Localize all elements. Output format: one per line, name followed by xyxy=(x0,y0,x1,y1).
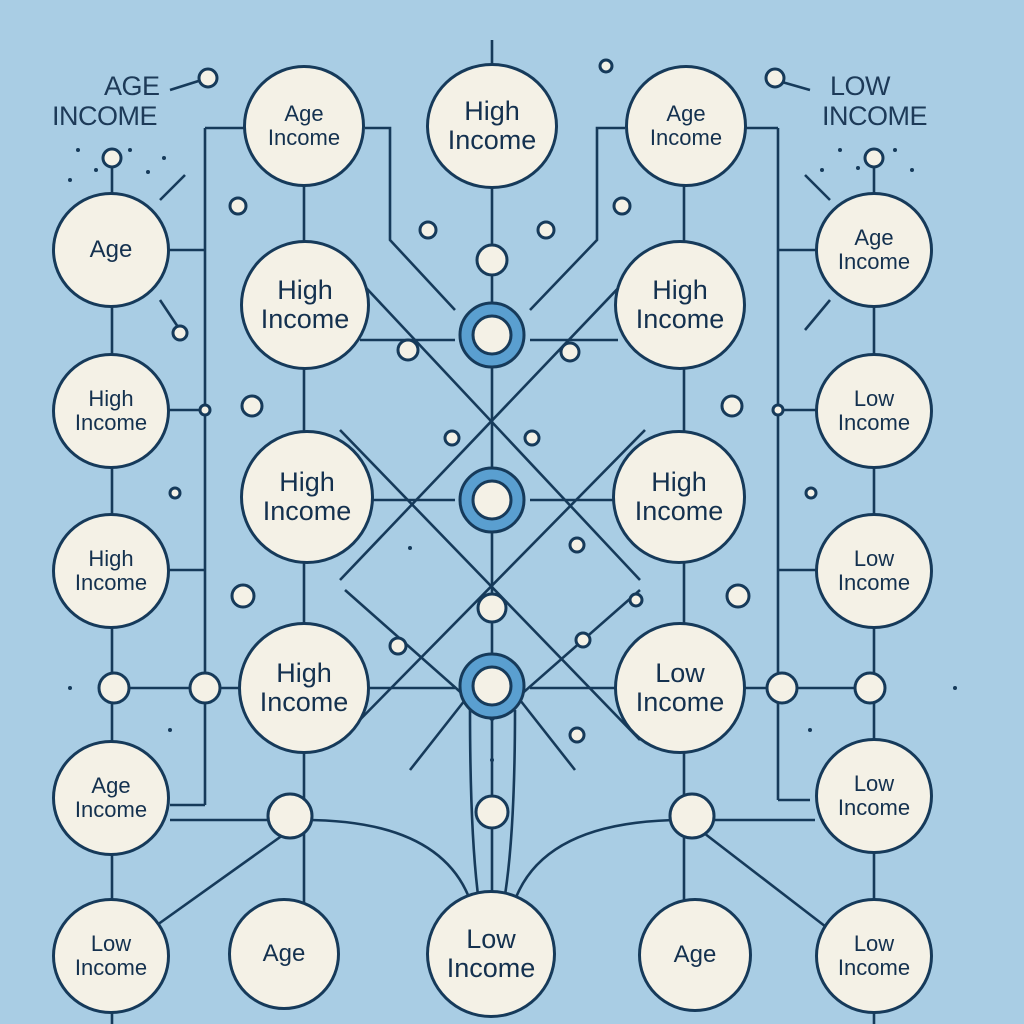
node-inner-left-high-income-2[interactable]: High Income xyxy=(240,430,374,564)
node-label-line1: High xyxy=(276,657,332,688)
node-inner-right-high-income-2[interactable]: High Income xyxy=(612,430,746,564)
node-label-line1: Low xyxy=(853,931,895,957)
node-label-line1: Age xyxy=(91,773,131,799)
node-label-line1: High xyxy=(464,95,520,126)
node-label-line1: Age xyxy=(666,101,706,127)
node-right-age-income[interactable]: Age Income xyxy=(815,192,933,308)
node-label-line2: Income xyxy=(262,496,352,526)
node-label-line2: Income xyxy=(635,687,725,717)
node-label-line1: Low xyxy=(853,546,895,572)
corner-label-right-line1: LOW xyxy=(830,71,891,101)
node-inner-right-low-income[interactable]: Low Income xyxy=(614,622,746,754)
node-label-line2: Income xyxy=(837,410,911,435)
node-label-line1: Low xyxy=(466,923,516,954)
corner-label-left: AGE INCOME xyxy=(52,71,160,131)
node-left-high-income-2[interactable]: High Income xyxy=(52,513,170,629)
node-label-line1: High xyxy=(88,546,134,572)
node-left-high-income-1[interactable]: High Income xyxy=(52,353,170,469)
node-label-line2: Income xyxy=(74,410,148,435)
node-label-line2: Income xyxy=(649,125,723,150)
node-label-line2: Income xyxy=(74,955,148,980)
node-label-line2: Income xyxy=(837,795,911,820)
node-top-age-income-right[interactable]: Age Income xyxy=(625,65,747,187)
node-label-line1: Low xyxy=(90,931,132,957)
node-top-high-income-center[interactable]: High Income xyxy=(426,63,558,189)
node-label-line2: Income xyxy=(260,304,350,334)
node-label-line1: Age xyxy=(89,236,133,264)
corner-label-left-line2: INCOME xyxy=(52,100,157,131)
node-inner-left-high-income-3[interactable]: High Income xyxy=(238,622,370,754)
node-label-line2: Income xyxy=(74,797,148,822)
node-label-line2: Income xyxy=(837,955,911,980)
node-right-low-income-3[interactable]: Low Income xyxy=(815,738,933,854)
node-top-age-income-left[interactable]: Age Income xyxy=(243,65,365,187)
node-right-low-income-2[interactable]: Low Income xyxy=(815,513,933,629)
corner-label-left-line1: AGE xyxy=(104,71,160,101)
node-label-line1: High xyxy=(652,274,708,305)
node-label-line2: Income xyxy=(634,496,724,526)
node-label-line2: Income xyxy=(446,953,536,983)
node-label-line2: Income xyxy=(259,687,349,717)
corner-label-right-line2: INCOME xyxy=(822,100,928,131)
node-label-line1: Low xyxy=(853,771,895,797)
node-bottom-low-income-center[interactable]: Low Income xyxy=(426,890,556,1018)
node-label-line1: Age xyxy=(262,940,306,968)
node-label-line1: Age xyxy=(284,101,324,127)
node-label-line2: Income xyxy=(635,304,725,334)
node-label-line1: High xyxy=(88,386,134,412)
node-label-line2: Income xyxy=(267,125,341,150)
node-label-line2: Income xyxy=(837,570,911,595)
node-left-age[interactable]: Age xyxy=(52,192,170,308)
node-left-age-income[interactable]: Age Income xyxy=(52,740,170,856)
node-label-line2: Income xyxy=(447,125,537,155)
node-label-line1: High xyxy=(651,466,707,497)
node-label-line1: Low xyxy=(655,657,705,688)
node-bottom-age-left[interactable]: Age xyxy=(228,898,340,1010)
node-inner-left-high-income-1[interactable]: High Income xyxy=(240,240,370,370)
node-label-line1: Age xyxy=(673,941,717,969)
node-label-line1: Age xyxy=(854,225,894,251)
node-bottom-age-right[interactable]: Age xyxy=(638,898,752,1012)
node-label-line1: High xyxy=(277,274,333,305)
node-right-low-income-4[interactable]: Low Income xyxy=(815,898,933,1014)
node-label-line1: High xyxy=(279,466,335,497)
node-inner-right-high-income-1[interactable]: High Income xyxy=(614,240,746,370)
node-label-line1: Low xyxy=(853,386,895,412)
node-label-line2: Income xyxy=(837,249,911,274)
node-right-low-income-1[interactable]: Low Income xyxy=(815,353,933,469)
node-label-line2: Income xyxy=(74,570,148,595)
corner-label-right: LOW INCOME xyxy=(822,71,928,131)
node-left-low-income[interactable]: Low Income xyxy=(52,898,170,1014)
